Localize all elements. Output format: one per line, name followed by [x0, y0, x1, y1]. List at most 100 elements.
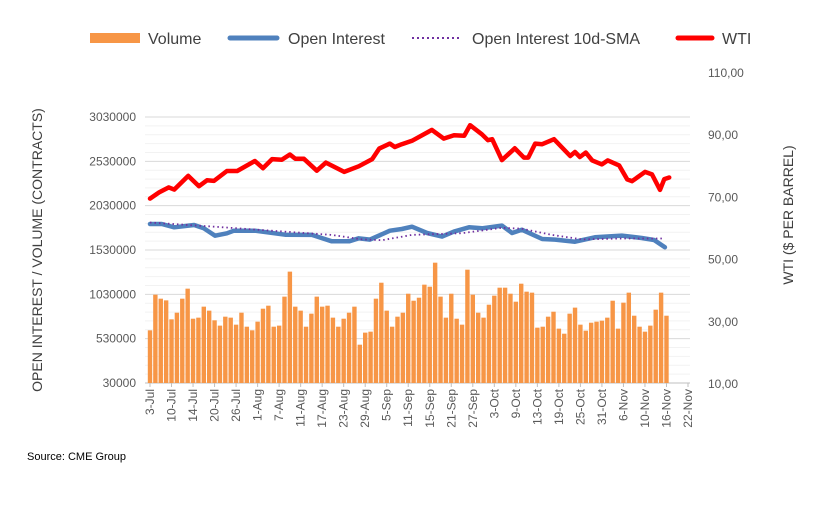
x-tick-label: 3-Jul	[143, 389, 157, 415]
volume-bar	[632, 315, 637, 383]
right-tick-label: 70,00	[708, 190, 738, 204]
legend-open-interest: Open Interest	[288, 31, 386, 48]
x-tick-label: 11-Sep	[401, 389, 415, 427]
x-tick-label: 23-Aug	[337, 389, 351, 428]
volume-bar	[196, 317, 201, 383]
volume-bar	[319, 306, 325, 383]
volume-bar	[605, 317, 610, 383]
x-tick-label: 15-Sep	[423, 389, 437, 428]
volume-bar	[406, 293, 411, 383]
volume-bar	[239, 312, 244, 383]
volume-bar	[551, 311, 556, 383]
volume-bar	[352, 306, 357, 383]
volume-bar	[556, 328, 562, 383]
volume-bar	[384, 310, 389, 383]
left-tick-label: 2530000	[89, 154, 136, 168]
volume-bar	[594, 321, 599, 383]
volume-bar	[325, 305, 330, 383]
volume-bar	[147, 330, 153, 383]
x-tick-label: 21-Sep	[444, 389, 458, 428]
left-tick-label: 530000	[96, 332, 136, 346]
volume-bar	[529, 292, 535, 383]
left-tick-label: 1530000	[89, 243, 136, 257]
volume-bar	[153, 294, 158, 383]
volume-bar	[163, 300, 169, 383]
x-tick-label: 5-Sep	[380, 389, 394, 421]
volume-bar	[588, 322, 594, 383]
volume-bar	[174, 312, 180, 383]
volume-bar	[648, 325, 653, 383]
volume-bar	[201, 306, 206, 383]
volume-bar	[379, 282, 384, 383]
series-lines	[147, 122, 672, 250]
x-tick-label: 22-Nov	[681, 389, 695, 428]
right-axis-ticks: 110,00 90,00 70,00 50,00 30,00 10,00	[708, 66, 744, 391]
x-tick-label: 17-Aug	[315, 389, 329, 428]
left-tick-label: 1030000	[89, 287, 136, 301]
volume-bar	[233, 324, 239, 383]
legend: Volume Open Interest Open Interest 10d-S…	[90, 31, 751, 48]
volume-bars	[147, 262, 669, 383]
left-tick-label: 3030000	[89, 110, 136, 124]
volume-bar	[276, 325, 282, 383]
volume-bar	[293, 306, 298, 383]
volume-bar	[190, 318, 196, 383]
volume-bar	[416, 297, 422, 383]
volume-bar	[545, 316, 551, 383]
volume-bar	[228, 317, 233, 383]
x-tick-label: 29-Aug	[358, 389, 372, 428]
volume-bar	[470, 294, 475, 383]
volume-bar	[271, 326, 276, 383]
x-tick-label: 7-Aug	[272, 389, 286, 421]
x-tick-label: 10-Jul	[165, 389, 179, 422]
volume-bar	[169, 319, 174, 383]
volume-bar	[449, 293, 454, 383]
volume-bar	[438, 296, 443, 383]
legend-volume-swatch	[90, 33, 140, 43]
volume-bar	[513, 301, 519, 383]
left-axis-ticks: 3030000 2530000 2030000 1530000 1030000 53000…	[89, 110, 136, 390]
left-tick-label: 2030000	[89, 199, 136, 213]
volume-bar	[266, 305, 271, 383]
left-tick-label: 30000	[103, 376, 137, 390]
x-tick-label: 13-Oct	[530, 388, 544, 425]
volume-bar	[572, 307, 578, 383]
volume-bar	[223, 316, 228, 383]
volume-bar	[578, 324, 583, 383]
right-tick-label: 50,00	[708, 253, 738, 267]
volume-bar	[287, 271, 293, 383]
volume-bar	[465, 269, 470, 383]
volume-bar	[206, 310, 212, 383]
source-note: Source: CME Group	[27, 451, 126, 463]
volume-bar	[481, 317, 486, 383]
volume-bar	[475, 312, 481, 383]
x-tick-label: 31-Oct	[595, 388, 609, 425]
volume-bar	[610, 300, 615, 383]
volume-bar	[427, 286, 432, 383]
volume-bar	[357, 344, 363, 383]
right-tick-label: 30,00	[708, 315, 738, 329]
volume-bar	[637, 326, 642, 383]
right-tick-label: 110,00	[708, 66, 744, 80]
volume-bar	[363, 332, 368, 383]
volume-bar	[535, 327, 540, 383]
volume-bar	[212, 320, 217, 383]
volume-bar	[502, 287, 508, 383]
volume-bar	[185, 288, 190, 383]
volume-bar	[599, 320, 605, 383]
volume-bar	[282, 296, 287, 383]
volume-bar	[180, 298, 185, 383]
x-tick-label: 6-Nov	[616, 389, 630, 421]
x-tick-label: 19-Oct	[552, 388, 566, 425]
volume-bar	[567, 313, 572, 383]
volume-bar	[524, 291, 529, 383]
volume-bar	[540, 326, 545, 383]
volume-bar	[260, 308, 266, 383]
volume-bar	[314, 296, 319, 383]
volume-bar	[626, 292, 632, 383]
volume-bar	[422, 284, 427, 383]
volume-bar	[432, 262, 438, 383]
volume-bar	[400, 312, 406, 383]
volume-bar	[642, 331, 648, 383]
